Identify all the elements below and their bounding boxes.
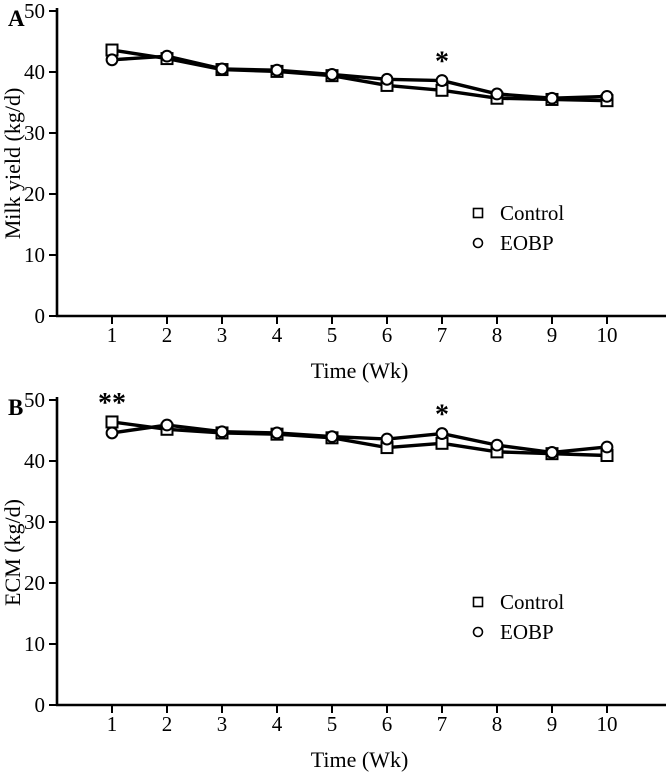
x-tick-label: 5 <box>327 323 338 347</box>
data-marker-circle <box>435 74 449 87</box>
legend-marker-control <box>472 207 484 219</box>
data-marker-circle <box>545 446 559 459</box>
x-tick-label: 6 <box>382 323 393 347</box>
legend-label-eobp: EOBP <box>500 231 554 255</box>
x-tick-label: 10 <box>597 323 618 347</box>
data-marker-circle <box>160 49 174 63</box>
x-tick-label: 8 <box>492 712 503 736</box>
x-tick-label: 2 <box>162 712 173 736</box>
ecm-panel: 0 10 20 30 40 50 1 2 3 4 5 6 7 8 9 10 Time (Wk) ECM (kg/d… <box>0 389 666 772</box>
data-marker-circle <box>215 425 229 439</box>
y-tick-label: 10 <box>24 243 45 267</box>
legend-marker-eobp <box>472 626 484 638</box>
x-tick-label: 8 <box>492 323 503 347</box>
data-marker-circle <box>435 427 449 440</box>
y-tick-label: 50 <box>24 389 45 412</box>
x-axis-title: Time (Wk) <box>311 358 409 383</box>
legend-label-control: Control <box>500 590 564 614</box>
legend-marker-control <box>472 596 484 608</box>
data-marker-circle <box>380 72 394 86</box>
x-tick-label: 1 <box>107 712 118 736</box>
data-marker-circle <box>545 91 559 105</box>
y-tick-label: 20 <box>24 571 45 595</box>
legend-label-eobp: EOBP <box>500 620 554 644</box>
x-tick-label: 9 <box>547 712 558 736</box>
legend-marker-eobp <box>472 237 484 249</box>
significance-asterisk: * <box>435 400 449 431</box>
significance-asterisk: * <box>435 47 449 78</box>
x-tick-label: 3 <box>217 323 228 347</box>
y-tick-label: 30 <box>24 121 45 145</box>
data-marker-circle <box>490 438 504 452</box>
y-tick-label: 10 <box>24 632 45 656</box>
data-marker-circle <box>490 87 504 101</box>
data-marker-circle <box>380 432 394 446</box>
data-marker-circle <box>105 53 119 67</box>
y-axis-title: ECM (kg/d) <box>0 499 25 606</box>
x-tick-label: 2 <box>162 323 173 347</box>
data-marker-circle <box>600 90 614 103</box>
y-tick-label: 30 <box>24 510 45 534</box>
y-tick-label: 40 <box>24 60 45 84</box>
y-tick-label: 20 <box>24 182 45 206</box>
x-tick-label: 4 <box>272 323 283 347</box>
data-marker-circle <box>160 418 174 432</box>
series-line-control <box>111 420 608 458</box>
x-tick-label: 3 <box>217 712 228 736</box>
data-marker-circle <box>325 430 339 443</box>
data-marker-circle <box>270 426 284 440</box>
x-tick-label: 7 <box>437 712 448 736</box>
series-line-eobp <box>111 423 608 455</box>
x-tick-label: 5 <box>327 712 338 736</box>
y-tick-label: 40 <box>24 449 45 473</box>
data-marker-circle <box>270 63 284 77</box>
x-axis-title: Time (Wk) <box>311 747 409 772</box>
y-axis-title: Milk yield (kg/d) <box>0 88 25 240</box>
x-tick-label: 6 <box>382 712 393 736</box>
x-tick-label: 1 <box>107 323 118 347</box>
data-marker-circle <box>325 68 339 81</box>
panel-label: B <box>8 395 23 420</box>
data-marker-circle <box>105 426 119 440</box>
series-line-eobp <box>111 54 608 100</box>
significance-asterisk: ** <box>98 389 126 419</box>
y-tick-label: 50 <box>24 0 45 23</box>
x-tick-label: 10 <box>597 712 618 736</box>
legend-label-control: Control <box>500 201 564 225</box>
panel-label: A <box>8 6 25 31</box>
y-tick-label: 0 <box>35 693 46 717</box>
data-marker-circle <box>600 440 614 454</box>
x-tick-label: 4 <box>272 712 283 736</box>
milk-yield-panel: 0 10 20 30 40 50 1 2 3 4 5 6 7 8 9 10 Time (Wk) Milk yiel… <box>0 0 666 383</box>
data-marker-circle <box>215 62 229 76</box>
x-tick-label: 7 <box>437 323 448 347</box>
y-tick-label: 0 <box>35 304 46 328</box>
x-tick-label: 9 <box>547 323 558 347</box>
